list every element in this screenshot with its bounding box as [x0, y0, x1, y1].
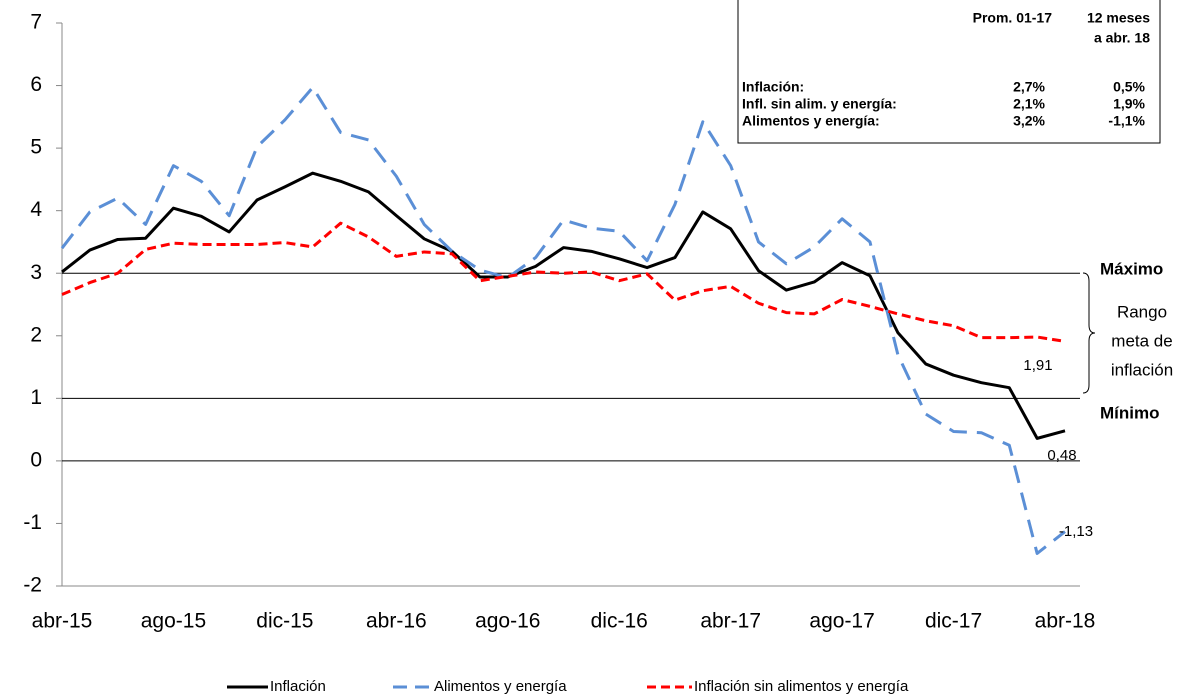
table-cell: Alimentos y energía:	[742, 113, 880, 129]
data-label: 1,91	[1023, 357, 1052, 374]
table-cell: -1,1%	[1108, 113, 1145, 129]
table-header: Prom. 01-17	[973, 10, 1053, 26]
series-line	[61, 221, 1066, 343]
x-tick-label: abr-16	[366, 610, 427, 633]
table-cell: 3,2%	[1013, 113, 1045, 129]
y-tick-label: 2	[30, 323, 42, 346]
table-header: 12 meses	[1087, 10, 1150, 26]
range-brace	[1082, 272, 1096, 394]
y-tick-label: 4	[30, 198, 42, 221]
table-cell: Inflación:	[742, 79, 804, 95]
x-tick-label: dic-15	[256, 610, 313, 633]
y-tick-label: 6	[30, 73, 42, 96]
annotation: Máximo	[1100, 259, 1163, 278]
y-tick-label: 3	[30, 261, 42, 284]
x-tick-label: ago-15	[141, 610, 206, 633]
table-cell: 0,5%	[1113, 79, 1145, 95]
y-tick-label: -2	[23, 574, 42, 597]
x-tick-label: abr-15	[32, 610, 93, 633]
table-cell: 1,9%	[1113, 96, 1145, 112]
legend-label: Alimentos y energía	[434, 678, 567, 695]
data-label: -1,13	[1059, 523, 1093, 540]
x-tick-label: abr-17	[700, 610, 761, 633]
x-tick-label: dic-17	[925, 610, 982, 633]
y-tick-label: 7	[30, 11, 42, 34]
legend-label: Inflación	[270, 678, 326, 695]
annotation: Mínimo	[1100, 403, 1160, 422]
annotation: Rango	[1117, 302, 1167, 321]
table-cell: Infl. sin alim. y energía:	[742, 96, 897, 112]
table-cell: 2,1%	[1013, 96, 1045, 112]
x-tick-label: abr-18	[1035, 610, 1096, 633]
y-tick-label: 5	[30, 136, 42, 159]
annotation: inflación	[1111, 360, 1173, 379]
y-tick-label: -1	[23, 511, 42, 534]
annotation: meta de	[1111, 331, 1172, 350]
x-tick-label: ago-16	[475, 610, 540, 633]
y-tick-label: 1	[30, 386, 42, 409]
x-tick-label: dic-16	[591, 610, 648, 633]
y-tick-label: 0	[30, 448, 42, 471]
summary-table	[737, 0, 1161, 144]
x-tick-label: ago-17	[809, 610, 874, 633]
data-label: 0,48	[1047, 447, 1076, 464]
table-cell: 2,7%	[1013, 79, 1045, 95]
table-header: a abr. 18	[1094, 30, 1150, 46]
series-line	[60, 85, 1066, 555]
series-line	[61, 171, 1066, 440]
legend-label: Inflación sin alimentos y energía	[694, 678, 909, 695]
